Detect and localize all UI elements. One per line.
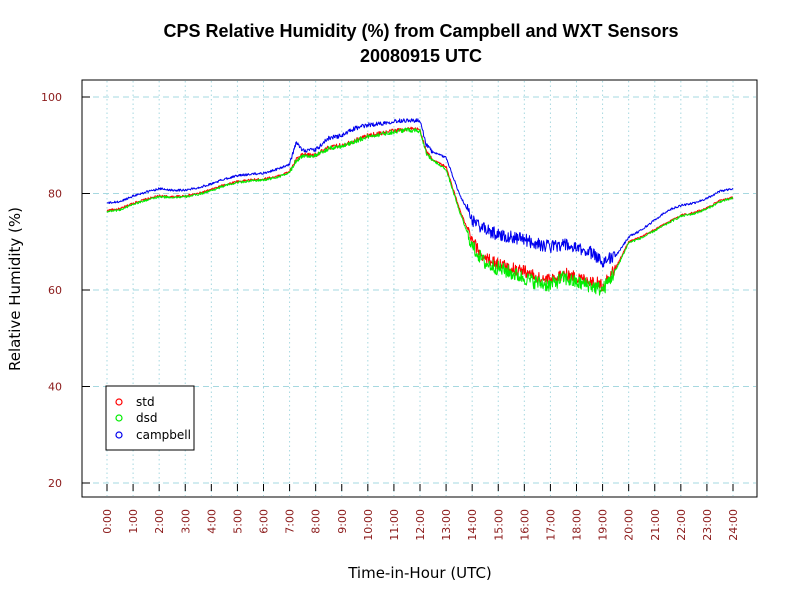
grid [83, 81, 756, 496]
y-tick-label: 100 [41, 91, 62, 104]
series-lines [106, 118, 734, 296]
legend-std-marker [115, 398, 123, 406]
y-tick-label: 20 [48, 477, 62, 490]
x-tick-label: 8:00 [310, 509, 323, 534]
x-tick-label: 20:00 [623, 509, 636, 541]
plot-frame [81, 79, 758, 498]
legend: std dsd campbell [105, 385, 195, 451]
chart-title: CPS Relative Humidity (%) from Campbell … [163, 21, 678, 41]
x-tick-label: 2:00 [153, 509, 166, 534]
legend-dsd-label: dsd [136, 411, 158, 425]
legend-campbell-label: campbell [136, 428, 191, 442]
x-tick-label: 24:00 [727, 509, 740, 541]
legend-dsd-marker [115, 414, 123, 422]
x-tick-label: 16:00 [518, 509, 531, 541]
x-tick-label: 0:00 [101, 509, 114, 534]
x-tick-label: 19:00 [597, 509, 610, 541]
series-line-campbell [106, 118, 734, 268]
x-tick-label: 17:00 [544, 509, 557, 541]
x-tick-label: 5:00 [231, 509, 244, 534]
axis-ticks: 0:00 1:00 2:00 3:00 4:00 5:00 6:00 7:00 8:00 9:00… [41, 91, 740, 541]
x-tick-label: 9:00 [336, 509, 349, 534]
x-tick-label: 11:00 [388, 509, 401, 541]
x-tick-label: 23:00 [701, 509, 714, 541]
x-tick-label: 14:00 [466, 509, 479, 541]
x-axis-label: Time-in-Hour (UTC) [347, 564, 492, 582]
legend-campbell-marker [115, 431, 123, 439]
x-tick-label: 22:00 [675, 509, 688, 541]
series-line-dsd [106, 127, 734, 296]
x-tick-label: 10:00 [362, 509, 375, 541]
x-tick-label: 12:00 [414, 509, 427, 541]
legend-std-label: std [136, 395, 155, 409]
y-tick-label: 60 [48, 284, 62, 297]
chart-subtitle: 20080915 UTC [360, 46, 482, 66]
x-tick-label: 4:00 [205, 509, 218, 534]
x-tick-label: 13:00 [440, 509, 453, 541]
y-tick-label: 40 [48, 381, 62, 394]
x-tick-label: 1:00 [127, 509, 140, 534]
x-tick-label: 3:00 [179, 509, 192, 534]
x-tick-label: 15:00 [492, 509, 505, 541]
y-tick-label: 80 [48, 188, 62, 201]
x-tick-label: 6:00 [258, 509, 271, 534]
x-tick-label: 18:00 [571, 509, 584, 541]
x-tick-label: 7:00 [284, 509, 297, 534]
y-axis-label: Relative Humidity (%) [6, 207, 24, 371]
legend-box [105, 385, 195, 451]
x-tick-label: 21:00 [649, 509, 662, 541]
